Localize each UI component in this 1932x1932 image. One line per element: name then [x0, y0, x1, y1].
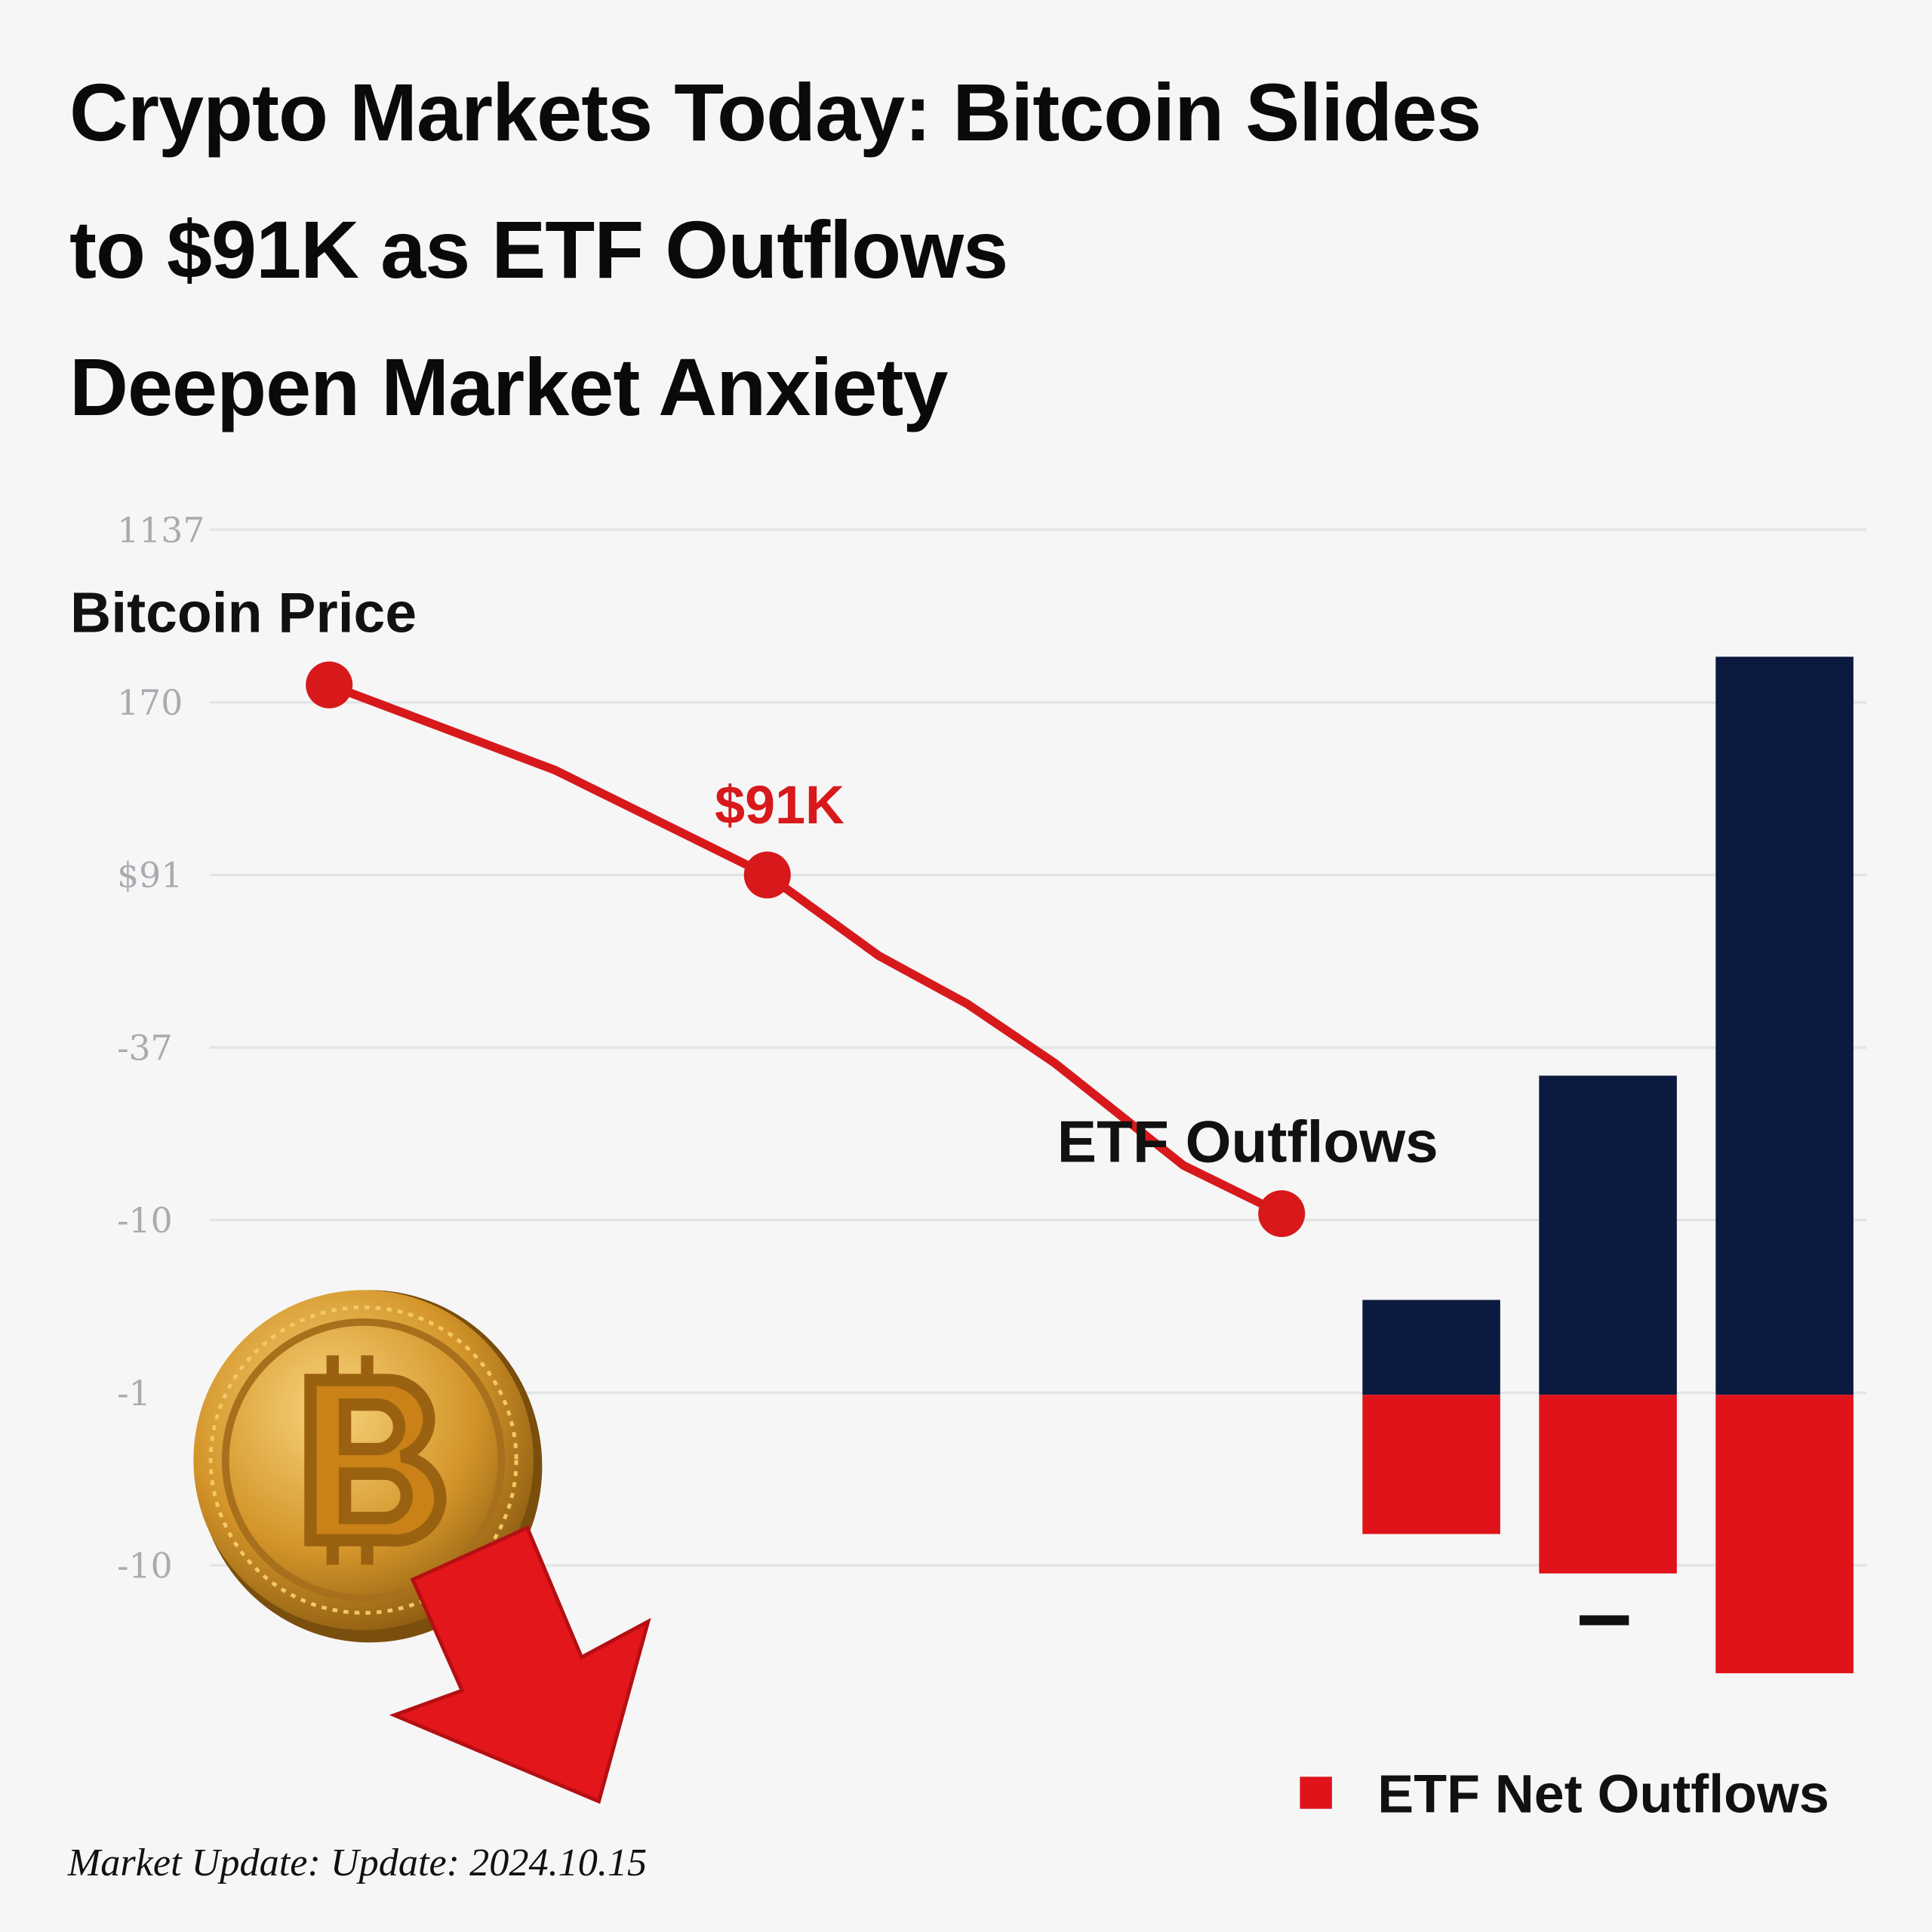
- footer: Market Update: Update: 2024.10.15: [67, 1841, 647, 1884]
- bar: [1362, 1395, 1500, 1534]
- coin-rim: [208, 1305, 518, 1615]
- legend-swatch: [1300, 1777, 1332, 1809]
- y-tick-label: $91: [117, 856, 183, 896]
- bar: [1715, 1395, 1854, 1674]
- point: [306, 661, 353, 709]
- coin-symbol: [304, 1355, 447, 1565]
- bar: [1539, 1395, 1677, 1574]
- annotation: ETF Outflows: [1057, 1109, 1438, 1175]
- y-tick-label: -37: [117, 1028, 173, 1068]
- y-tick-label: 1137: [117, 510, 205, 550]
- y-tick-label: -10: [117, 1201, 173, 1241]
- down-arrow: [389, 1525, 651, 1804]
- y-tick-label: -1: [117, 1374, 151, 1414]
- bar: [1539, 1075, 1677, 1395]
- title: Crypto Markets Today: Bitcoin Slides to …: [69, 66, 1481, 432]
- line: [328, 681, 1284, 1218]
- plot: $91K ETF Net Outflows: [306, 657, 1854, 1825]
- series-label: Bitcoin Price: [70, 581, 417, 645]
- bar: [1715, 657, 1854, 1395]
- y-tick-label: -10: [117, 1546, 173, 1586]
- point: [1258, 1190, 1306, 1238]
- coin-illustration: [193, 1290, 543, 1643]
- data-label: $91K: [715, 775, 844, 835]
- point: [743, 851, 791, 899]
- dash-mark: [1580, 1615, 1629, 1626]
- legend-label: ETF Net Outflows: [1377, 1764, 1829, 1825]
- bar: [1362, 1300, 1500, 1395]
- coin-ring: [221, 1318, 506, 1602]
- y-tick-label: 170: [117, 683, 183, 723]
